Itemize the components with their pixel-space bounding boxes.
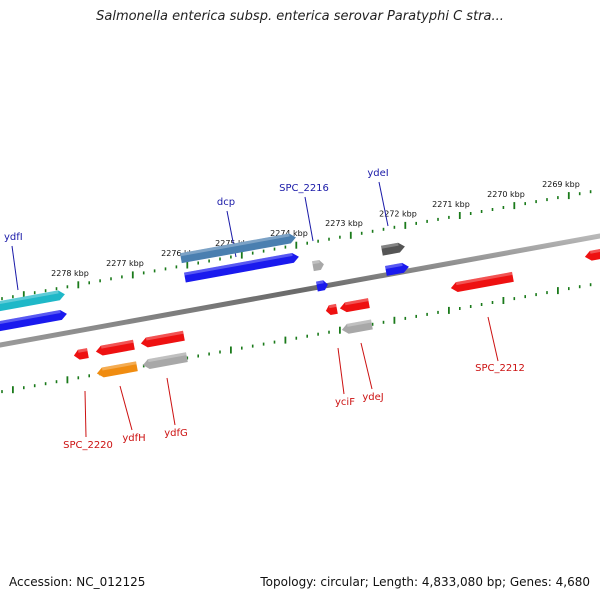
leader-line <box>487 316 499 362</box>
scale-label: 2269 kbp <box>542 180 580 189</box>
inner-scale-ticks <box>1 283 592 394</box>
gene-reverse[interactable] <box>584 248 600 261</box>
outer-scale-ticks <box>1 190 592 301</box>
label-leader-lines <box>11 181 499 438</box>
gene-ydeI[interactable] <box>381 242 406 256</box>
gene-features[interactable] <box>0 232 600 378</box>
map-title: Salmonella enterica subsp. enterica sero… <box>96 9 504 24</box>
gene-label: dcp <box>217 197 235 208</box>
scale-label: 2278 kbp <box>51 269 89 278</box>
accession-text: Accession: NC_012125 <box>9 575 146 589</box>
leader-line <box>378 181 389 227</box>
gene-label: ydfG <box>164 428 188 439</box>
genome-backbone <box>0 233 600 348</box>
gene-label: SPC_2220 <box>63 440 113 451</box>
scale-label: 2270 kbp <box>487 190 525 199</box>
genome-summary-text: Topology: circular; Length: 4,833,080 bp… <box>260 575 590 589</box>
gene-label: ydeJ <box>362 392 383 403</box>
gene-label: yciF <box>335 397 355 408</box>
gene-label: ydfH <box>122 433 145 444</box>
gene-ydfH[interactable] <box>96 361 138 378</box>
gene-label: ydeI <box>367 168 388 179</box>
gene-forward[interactable] <box>0 309 68 333</box>
gene-ydfG[interactable] <box>142 352 188 370</box>
leader-line <box>11 245 19 291</box>
gene-label: SPC_2216 <box>279 183 329 194</box>
gene-forward[interactable] <box>316 280 329 292</box>
scale-label: 2271 kbp <box>432 200 470 209</box>
leader-line <box>166 377 176 426</box>
leader-line <box>337 347 345 395</box>
gene-label: SPC_2212 <box>475 363 525 374</box>
gene-ydeJ[interactable] <box>341 319 373 335</box>
leader-line <box>84 390 87 438</box>
gene-label: ydfI <box>4 232 23 243</box>
gene-SPC_2212[interactable] <box>450 271 514 293</box>
gene-SPC_2216[interactable] <box>312 259 325 272</box>
gene-ydfI[interactable] <box>0 289 66 313</box>
leader-line <box>304 196 314 242</box>
leader-line <box>119 385 133 431</box>
leader-line <box>360 342 373 390</box>
scale-label: 2273 kbp <box>325 219 363 228</box>
gene-reverse[interactable] <box>140 330 185 349</box>
gene-dcp[interactable] <box>180 232 297 264</box>
scale-label: 2277 kbp <box>106 259 144 268</box>
scale-label: 2276 kbp <box>161 249 199 258</box>
gene-yciF[interactable] <box>325 303 338 316</box>
gene-reverse[interactable] <box>339 298 370 313</box>
gene-labels: ydfI dcp SPC_2216 ydeI SPC_2220 ydfH ydfG yciF y… <box>4 168 525 451</box>
scale-label: 2272 kbp <box>379 209 417 218</box>
gene-reverse[interactable] <box>95 339 135 357</box>
gene-forward[interactable] <box>385 262 410 276</box>
gene-SPC_2220[interactable] <box>73 348 89 360</box>
gene-forward[interactable] <box>184 252 300 283</box>
